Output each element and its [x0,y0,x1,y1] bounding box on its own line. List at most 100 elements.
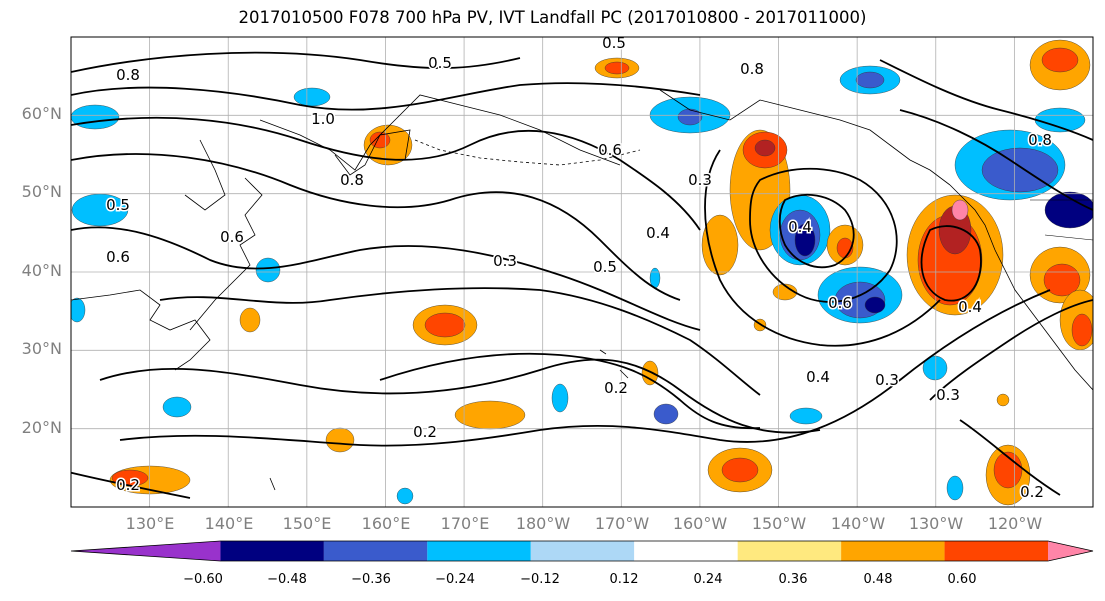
contour-line [704,149,941,347]
contour-line [159,287,761,396]
coast-japan [189,177,263,331]
lon-tick-label: 120°W [987,514,1043,533]
colorbar-tick-label: 0.12 [609,572,639,587]
colorbar-tick-label: 0.24 [693,572,723,587]
aleutians [414,139,641,166]
contour-label: 0.4 [788,218,812,236]
lon-tick-label: 150°W [751,514,807,533]
lon-tick-label: 140°W [830,514,886,533]
pv-anomaly-patch [424,312,466,338]
contour-line [379,352,761,430]
contour-label: 0.6 [106,248,130,266]
contour-line [99,358,821,434]
contour-line [899,109,1093,211]
pv-anomaly-patch [162,396,192,418]
colorbar-tick-label: −0.60 [183,572,223,587]
shading-layer [71,39,1105,506]
contour-label: 1.0 [311,110,335,128]
lon-tick-label: 170°W [594,514,650,533]
pv-anomaly-patch [996,393,1010,407]
contour-label: 0.3 [875,371,899,389]
contour-label: 0.4 [958,298,982,316]
lon-tick-label: 150°E [282,514,332,533]
contour-line [959,419,1061,496]
contour-label: 0.8 [340,171,364,189]
lon-tick-label: 130°E [125,514,175,533]
pv-anomaly-patch [864,296,886,314]
pv-anomaly-patch [325,427,355,453]
contour-label: 0.5 [106,196,130,214]
lon-tick-label: 130°W [908,514,964,533]
pv-anomaly-patch [993,451,1023,489]
pv-anomaly-patch [641,360,659,386]
lat-tick-label: 50°N [21,182,62,201]
contour-label: 0.6 [220,228,244,246]
contour-line [71,153,681,301]
pv-anomaly-patch [1034,107,1086,133]
contour-line [71,82,701,111]
coast-alaska [659,89,951,186]
colorbar-tick-label: −0.48 [267,572,307,587]
pv-anomaly-patch [369,131,391,149]
contour-label: 0.5 [428,54,452,72]
colorbar-tick-label: 0.60 [947,572,977,587]
contour-line [119,289,1051,447]
lon-tick-label: 140°E [204,514,254,533]
pv-anomaly-patch [293,87,331,107]
pv-anomaly-patch [855,71,885,89]
pv-anomaly-patch [1071,313,1093,347]
lat-tick-label: 20°N [21,418,62,437]
lat-tick-label: 30°N [21,339,62,358]
pv-anomaly-patch [701,214,739,276]
contour-label: 0.8 [740,60,764,78]
contour-label: 0.5 [602,34,626,52]
contour-closed [920,225,982,302]
pv-anomaly-patch [604,61,630,75]
gridlines [71,37,1093,507]
contour-label: 0.2 [413,423,437,441]
pv-anomaly-patch [772,283,798,301]
contour-label: 0.3 [936,386,960,404]
island-hawaii-1 [599,349,607,355]
lon-tick-label: 160°E [361,514,411,533]
contour-line [71,226,701,331]
contour-label: 0.8 [1028,131,1052,149]
pv-anomaly-patch [71,104,120,130]
colorbar-tick-label: −0.36 [351,572,391,587]
pv-anomaly-patch [71,297,86,323]
pv-anomaly-patch [754,139,776,157]
contour-line [929,299,1093,401]
coast-sakhalin [184,139,226,211]
pv-anomaly-patch [794,223,816,257]
pv-anomaly-patch [1100,80,1105,110]
colorbar-tick-label: 0.36 [778,572,808,587]
contour-label: 0.6 [828,294,852,312]
pv-anomaly-patch [454,400,526,430]
contour-label: 0.5 [593,258,617,276]
contour-line [71,51,521,73]
contour-closed [749,167,898,303]
pv-anomaly-patch [981,147,1059,193]
contour-label: 0.6 [598,141,622,159]
contour-line [879,59,1093,141]
contour-line [71,471,191,499]
pv-anomaly-patch [946,475,964,501]
pv-anomaly-patch [1041,47,1079,73]
colorbar-tick-label: −0.12 [520,572,560,587]
contour-label: 0.2 [604,379,628,397]
pv-anomaly-patch [653,403,679,425]
coast-east-asia [71,289,211,371]
island-marianas [269,477,276,491]
pv-anomaly-patch [789,407,823,425]
pv-anomaly-patch [922,355,948,381]
pv-anomaly-patch [239,307,261,333]
contour-label: 0.3 [688,171,712,189]
colorbar-tick-label: 0.48 [863,572,893,587]
colorbar-tick-label: −0.24 [435,572,475,587]
contour-label: 0.4 [646,224,670,242]
map-frame [70,36,1094,508]
contour-label: 0.4 [806,368,830,386]
lat-tick-label: 40°N [21,261,62,280]
lon-tick-label: 160°W [672,514,728,533]
